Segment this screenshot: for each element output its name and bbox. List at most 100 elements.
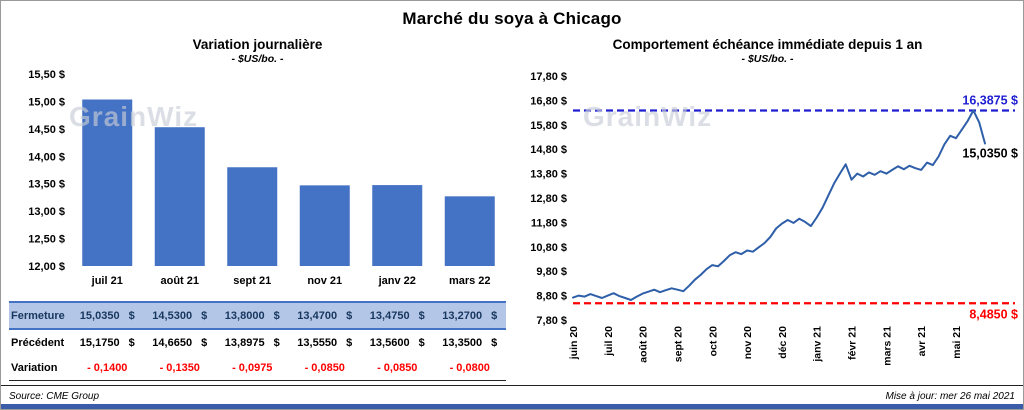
table-cell-value: - 0,1400: [87, 361, 128, 374]
table-cell-value: 15,1750: [79, 336, 120, 349]
bar: [154, 127, 205, 266]
line-ytick-label: 8,80 $: [536, 291, 567, 303]
line-ytick-label: 13,80 $: [530, 169, 567, 181]
line-xtick-label: nov 20: [742, 326, 754, 359]
bar-ytick-label: 15,00 $: [28, 96, 65, 108]
last-value-label: 15,0350 $: [962, 146, 1018, 160]
line-ytick-label: 17,80 $: [530, 71, 567, 83]
table-cell-value: - 0,0975: [232, 361, 273, 374]
table-cell-value: 14,6650: [152, 336, 193, 349]
table-cell-value: 13,4750: [369, 309, 410, 322]
table-cell: 13,4750 $: [361, 310, 434, 322]
line-xtick-label: mai 21: [951, 326, 963, 359]
currency-symbol: $: [201, 336, 208, 349]
line-ytick-label: 16,80 $: [530, 95, 567, 107]
table-cell-value: 13,3500: [442, 336, 483, 349]
table-cell-value: 13,2700: [442, 309, 483, 322]
price-table: Fermeture 15,0350 $14,5300 $13,8000 $13,4700…: [9, 301, 506, 381]
bar-chart-subtitle: - $US/bo. -: [231, 53, 284, 65]
currency-symbol: $: [201, 309, 208, 322]
line-xtick-label: oct 20: [707, 326, 719, 357]
currency-symbol: $: [346, 309, 353, 322]
bar-category-label: sept 21: [233, 275, 271, 287]
line-ytick-label: 15,80 $: [530, 120, 567, 132]
table-cell: 13,4700 $: [289, 310, 362, 322]
table-cell-value: 14,5300: [152, 309, 193, 322]
table-cell-value: 13,5550: [297, 336, 338, 349]
bar-category-label: mars 22: [449, 275, 491, 287]
bar-ytick-label: 13,50 $: [28, 179, 65, 191]
bar-category-label: juil 21: [91, 275, 123, 287]
currency-symbol: $: [346, 336, 353, 349]
line-ytick-label: 9,80 $: [536, 266, 567, 278]
line-ytick-label: 12,80 $: [530, 193, 567, 205]
table-cell-value: 15,0350: [79, 309, 120, 322]
bar-ytick-label: 14,50 $: [28, 124, 65, 136]
table-row-fermeture: Fermeture 15,0350 $14,5300 $13,8000 $13,4700…: [9, 301, 506, 330]
table-cell: 13,8975 $: [216, 337, 289, 349]
line-ytick-label: 10,80 $: [530, 242, 567, 254]
line-chart: 17,80 $ 16,80 $ 15,80 $ 14,80 $ 13,80 $ 12,80…: [530, 71, 1018, 366]
line-xtick-label: sept 20: [672, 326, 684, 362]
bar: [82, 99, 133, 266]
line-xtick-label: juin 20: [568, 326, 580, 360]
table-cell: 13,3500 $: [434, 337, 507, 349]
page-title: Marché du soya à Chicago: [402, 9, 622, 28]
bottom-blue-bar: [1, 404, 1023, 409]
bar-category-label: août 21: [160, 275, 199, 287]
line-xtick-label: août 20: [638, 326, 650, 363]
table-cell-value: - 0,0850: [377, 361, 418, 374]
line-xtick-label: févr 21: [847, 326, 859, 360]
bar: [372, 185, 423, 266]
table-cell-value: - 0,0800: [449, 361, 490, 374]
table-cell: 15,0350 $: [71, 310, 144, 322]
table-cell: - 0,1350: [144, 362, 217, 374]
price-series: [572, 109, 986, 301]
table-cell: - 0,0850: [289, 362, 362, 374]
table-cell-value: 13,5600: [369, 336, 410, 349]
table-cell: 14,6650 $: [144, 337, 217, 349]
line-xtick-label: déc 20: [777, 326, 789, 359]
line-ytick-label: 7,80 $: [536, 315, 567, 327]
currency-symbol: $: [273, 336, 280, 349]
table-cell: - 0,0850: [361, 362, 434, 374]
update-note: Mise à jour: mer 26 mai 2021: [885, 391, 1015, 402]
table-cell: 13,5600 $: [361, 337, 434, 349]
table-cell-value: - 0,1350: [159, 361, 200, 374]
source-note: Source: CME Group: [9, 391, 100, 402]
table-cell-value: 13,8975: [224, 336, 265, 349]
ref-low-label: 8,4850 $: [969, 307, 1018, 321]
table-cell: - 0,1400: [71, 362, 144, 374]
bar-ytick-label: 12,00 $: [28, 261, 65, 273]
bar-chart-title: Variation journalière: [192, 37, 323, 52]
currency-symbol: $: [128, 309, 135, 322]
bar: [444, 196, 495, 266]
front-month-panel: Comportement échéance immédiate depuis 1…: [515, 37, 1020, 385]
bottom-rule: [1, 385, 1023, 386]
table-row-variation: Variation - 0,1400 - 0,1350 - 0,0975 - 0,085…: [9, 355, 506, 381]
currency-symbol: $: [273, 309, 280, 322]
daily-variation-panel: Variation journalière - $US/bo. - 15,50 …: [9, 37, 506, 381]
line-xtick-label: avr 21: [916, 326, 928, 357]
table-cell: - 0,0800: [434, 362, 507, 374]
table-cell-value: - 0,0850: [304, 361, 345, 374]
bar-category-label: nov 21: [307, 275, 342, 287]
table-cell-value: 13,8000: [224, 309, 265, 322]
table-row-precedent: Précédent 15,1750 $14,6650 $13,8975 $13,5550…: [9, 330, 506, 355]
currency-symbol: $: [491, 309, 498, 322]
bar: [299, 185, 350, 266]
line-ytick-label: 11,80 $: [531, 217, 567, 229]
currency-symbol: $: [418, 336, 425, 349]
currency-symbol: $: [128, 336, 135, 349]
table-row-label: Précédent: [11, 336, 65, 349]
bar-ytick-label: 15,50 $: [28, 69, 65, 81]
table-cell: 15,1750 $: [71, 337, 144, 349]
table-cell: 13,5550 $: [289, 337, 362, 349]
table-row-label: Fermeture: [11, 309, 65, 322]
currency-symbol: $: [491, 336, 498, 349]
currency-symbol: $: [418, 309, 425, 322]
line-chart-title: Comportement échéance immédiate depuis 1…: [612, 37, 923, 52]
bar-ytick-label: 14,00 $: [28, 151, 65, 163]
line-chart-subtitle: - $US/bo. -: [741, 53, 794, 65]
